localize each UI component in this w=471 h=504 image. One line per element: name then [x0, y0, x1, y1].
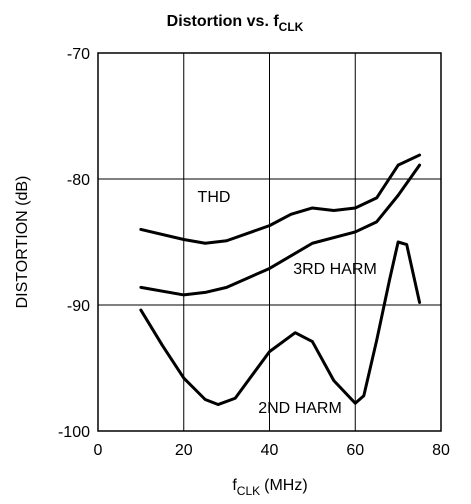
- x-tick-label: 60: [346, 442, 364, 459]
- series-line: [139, 153, 422, 245]
- series-label: 3RD HARM: [293, 261, 377, 278]
- title-main: Distortion vs. f: [167, 13, 280, 30]
- x-label-main: f: [232, 477, 237, 494]
- series-line: [139, 240, 422, 407]
- chart-title: Distortion vs. fCLK: [167, 13, 304, 34]
- x-tick-label: 0: [94, 442, 103, 459]
- series-label: THD: [198, 189, 231, 206]
- title-sub: CLK: [279, 20, 304, 34]
- x-label-unit: (MHz): [264, 477, 308, 494]
- y-tick-label: -80: [67, 172, 90, 189]
- x-tick-label: 20: [175, 442, 193, 459]
- x-axis-label: fCLK (MHz): [232, 477, 307, 498]
- x-tick-label: 80: [432, 442, 450, 459]
- y-tick-label: -90: [67, 298, 90, 315]
- y-axis-label: DISTORTION (dB): [14, 176, 31, 309]
- y-tick-label: -100: [58, 424, 90, 441]
- series-line: [139, 163, 422, 297]
- y-tick-label: -70: [67, 46, 90, 63]
- series-label: 2ND HARM: [258, 400, 342, 417]
- plot-frame: [97, 52, 442, 432]
- x-label-sub: CLK: [237, 484, 260, 498]
- x-tick-label: 40: [261, 442, 279, 459]
